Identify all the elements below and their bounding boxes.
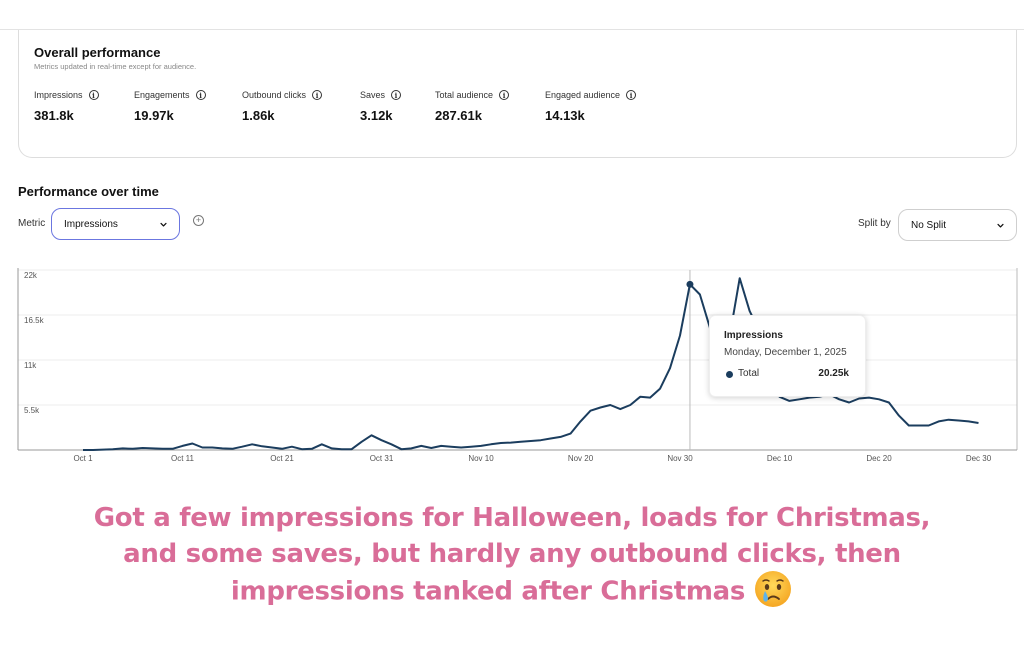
x-tick-label: Dec 30 [965, 454, 992, 463]
x-tick-label: Oct 31 [369, 454, 394, 463]
metric-engagements: Engagements i 19.97k [134, 90, 206, 123]
tooltip-series-label: Total [738, 368, 760, 379]
crying-face-icon [755, 571, 792, 607]
y-tick-label: 16.5k [24, 316, 44, 325]
overall-performance-title: Overall performance [34, 45, 161, 60]
info-icon[interactable]: i [88, 90, 99, 100]
tooltip-value: 20.25k [818, 368, 849, 379]
metric-dropdown[interactable]: Impressions [51, 208, 180, 240]
metric-label: Saves [360, 90, 386, 100]
metric-label: Outbound clicks [242, 90, 307, 100]
metric-value: 287.61k [435, 108, 482, 123]
metric-value: 14.13k [545, 108, 585, 123]
chevron-down-icon [997, 223, 1004, 228]
metric-label: Total audience [435, 90, 494, 100]
y-tick-label: 5.5k [24, 406, 40, 415]
overall-performance-card: Overall performance Metrics updated in r… [18, 30, 1017, 158]
x-tick-label: Oct 21 [270, 454, 294, 463]
highlighted-point-marker [686, 280, 694, 288]
x-tick-label: Nov 30 [667, 454, 693, 463]
x-tick-label: Nov 20 [567, 454, 594, 463]
info-icon[interactable]: i [499, 90, 510, 100]
caption-line-3-wrap: impressions tanked after Christmas [40, 571, 984, 612]
caption-text: Got a few impressions for Halloween, loa… [40, 500, 984, 612]
x-tick-label: Dec 10 [766, 454, 793, 463]
chart-gridlines [18, 269, 1017, 406]
split-by-dropdown-value: No Split [911, 219, 947, 231]
metric-value: 381.8k [34, 108, 74, 123]
metric-label: Engagements [134, 90, 190, 100]
split-by-label: Split by [858, 218, 891, 229]
impressions-line-chart[interactable] [0, 0, 1024, 470]
caption-line-3: impressions tanked after Christmas [230, 576, 746, 607]
x-tick-label: Dec 20 [866, 454, 892, 463]
metric-select-label: Metric [18, 218, 46, 229]
performance-over-time-title: Performance over time [18, 184, 159, 199]
add-metric-icon[interactable]: + [193, 215, 204, 226]
y-tick-label: 11k [24, 361, 37, 370]
info-icon[interactable]: i [626, 90, 637, 100]
metric-value: 1.86k [242, 108, 275, 123]
metric-value: 3.12k [360, 108, 393, 123]
metric-label: Engaged audience [545, 90, 621, 100]
top-divider [0, 29, 1024, 30]
metric-dropdown-value: Impressions [64, 218, 118, 230]
metric-outbound-clicks: Outbound clicks i 1.86k [242, 90, 323, 123]
chart-tooltip: Impressions Monday, December 1, 2025 Tot… [709, 315, 866, 397]
info-icon[interactable]: i [391, 90, 402, 100]
info-icon[interactable]: i [312, 90, 323, 100]
metric-total-audience: Total audience i 287.61k [435, 90, 510, 123]
x-tick-label: Oct 1 [73, 454, 93, 463]
metric-saves: Saves i 3.12k [360, 90, 402, 123]
x-tick-label: Nov 10 [468, 454, 494, 463]
x-tick-label: Oct 11 [171, 454, 194, 463]
metric-label: Impressions [34, 90, 83, 100]
info-icon[interactable]: i [195, 90, 206, 100]
y-tick-label: 22k [24, 271, 37, 280]
metric-value: 19.97k [134, 108, 174, 123]
tooltip-title: Impressions [724, 330, 783, 341]
split-by-dropdown[interactable]: No Split [898, 209, 1017, 241]
metric-engaged-audience: Engaged audience i 14.13k [545, 90, 637, 123]
caption-line-2: and some saves, but hardly any outbound … [123, 539, 901, 569]
chevron-down-icon [160, 222, 167, 227]
tooltip-date: Monday, December 1, 2025 [724, 347, 847, 358]
metric-impressions: Impressions i 381.8k [34, 90, 99, 123]
caption-line-1: Got a few impressions for Halloween, loa… [93, 503, 931, 533]
overall-performance-subtitle: Metrics updated in real-time except for … [34, 62, 197, 71]
series-dot-icon [726, 371, 733, 378]
